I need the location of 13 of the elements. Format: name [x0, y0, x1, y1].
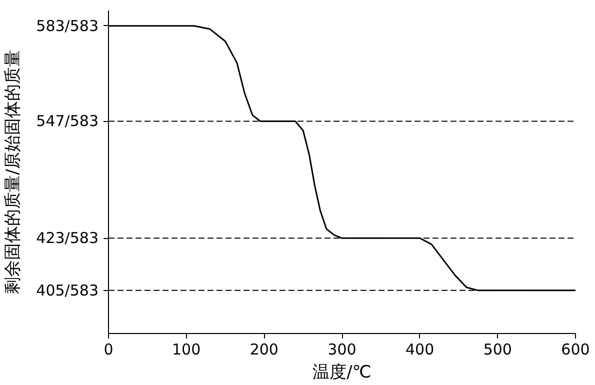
- text: 423/583: [36, 229, 99, 248]
- text: 583/583: [36, 16, 99, 35]
- x-tick-label: 400: [406, 340, 434, 358]
- x-tick-label: 200: [250, 340, 278, 358]
- x-tick-label: 600: [561, 340, 590, 358]
- x-tick-label: 500: [483, 340, 512, 358]
- text: 405/583: [36, 281, 99, 300]
- text: 547/583: [36, 112, 99, 130]
- x-tick-label: 100: [172, 340, 201, 358]
- x-tick-label: 0: [104, 340, 114, 358]
- x-tick-label: 300: [328, 340, 356, 358]
- x-axis-title: 温度/℃: [312, 362, 372, 382]
- y-axis-title: 剩余固体的质量/原始固体的质量: [3, 50, 24, 294]
